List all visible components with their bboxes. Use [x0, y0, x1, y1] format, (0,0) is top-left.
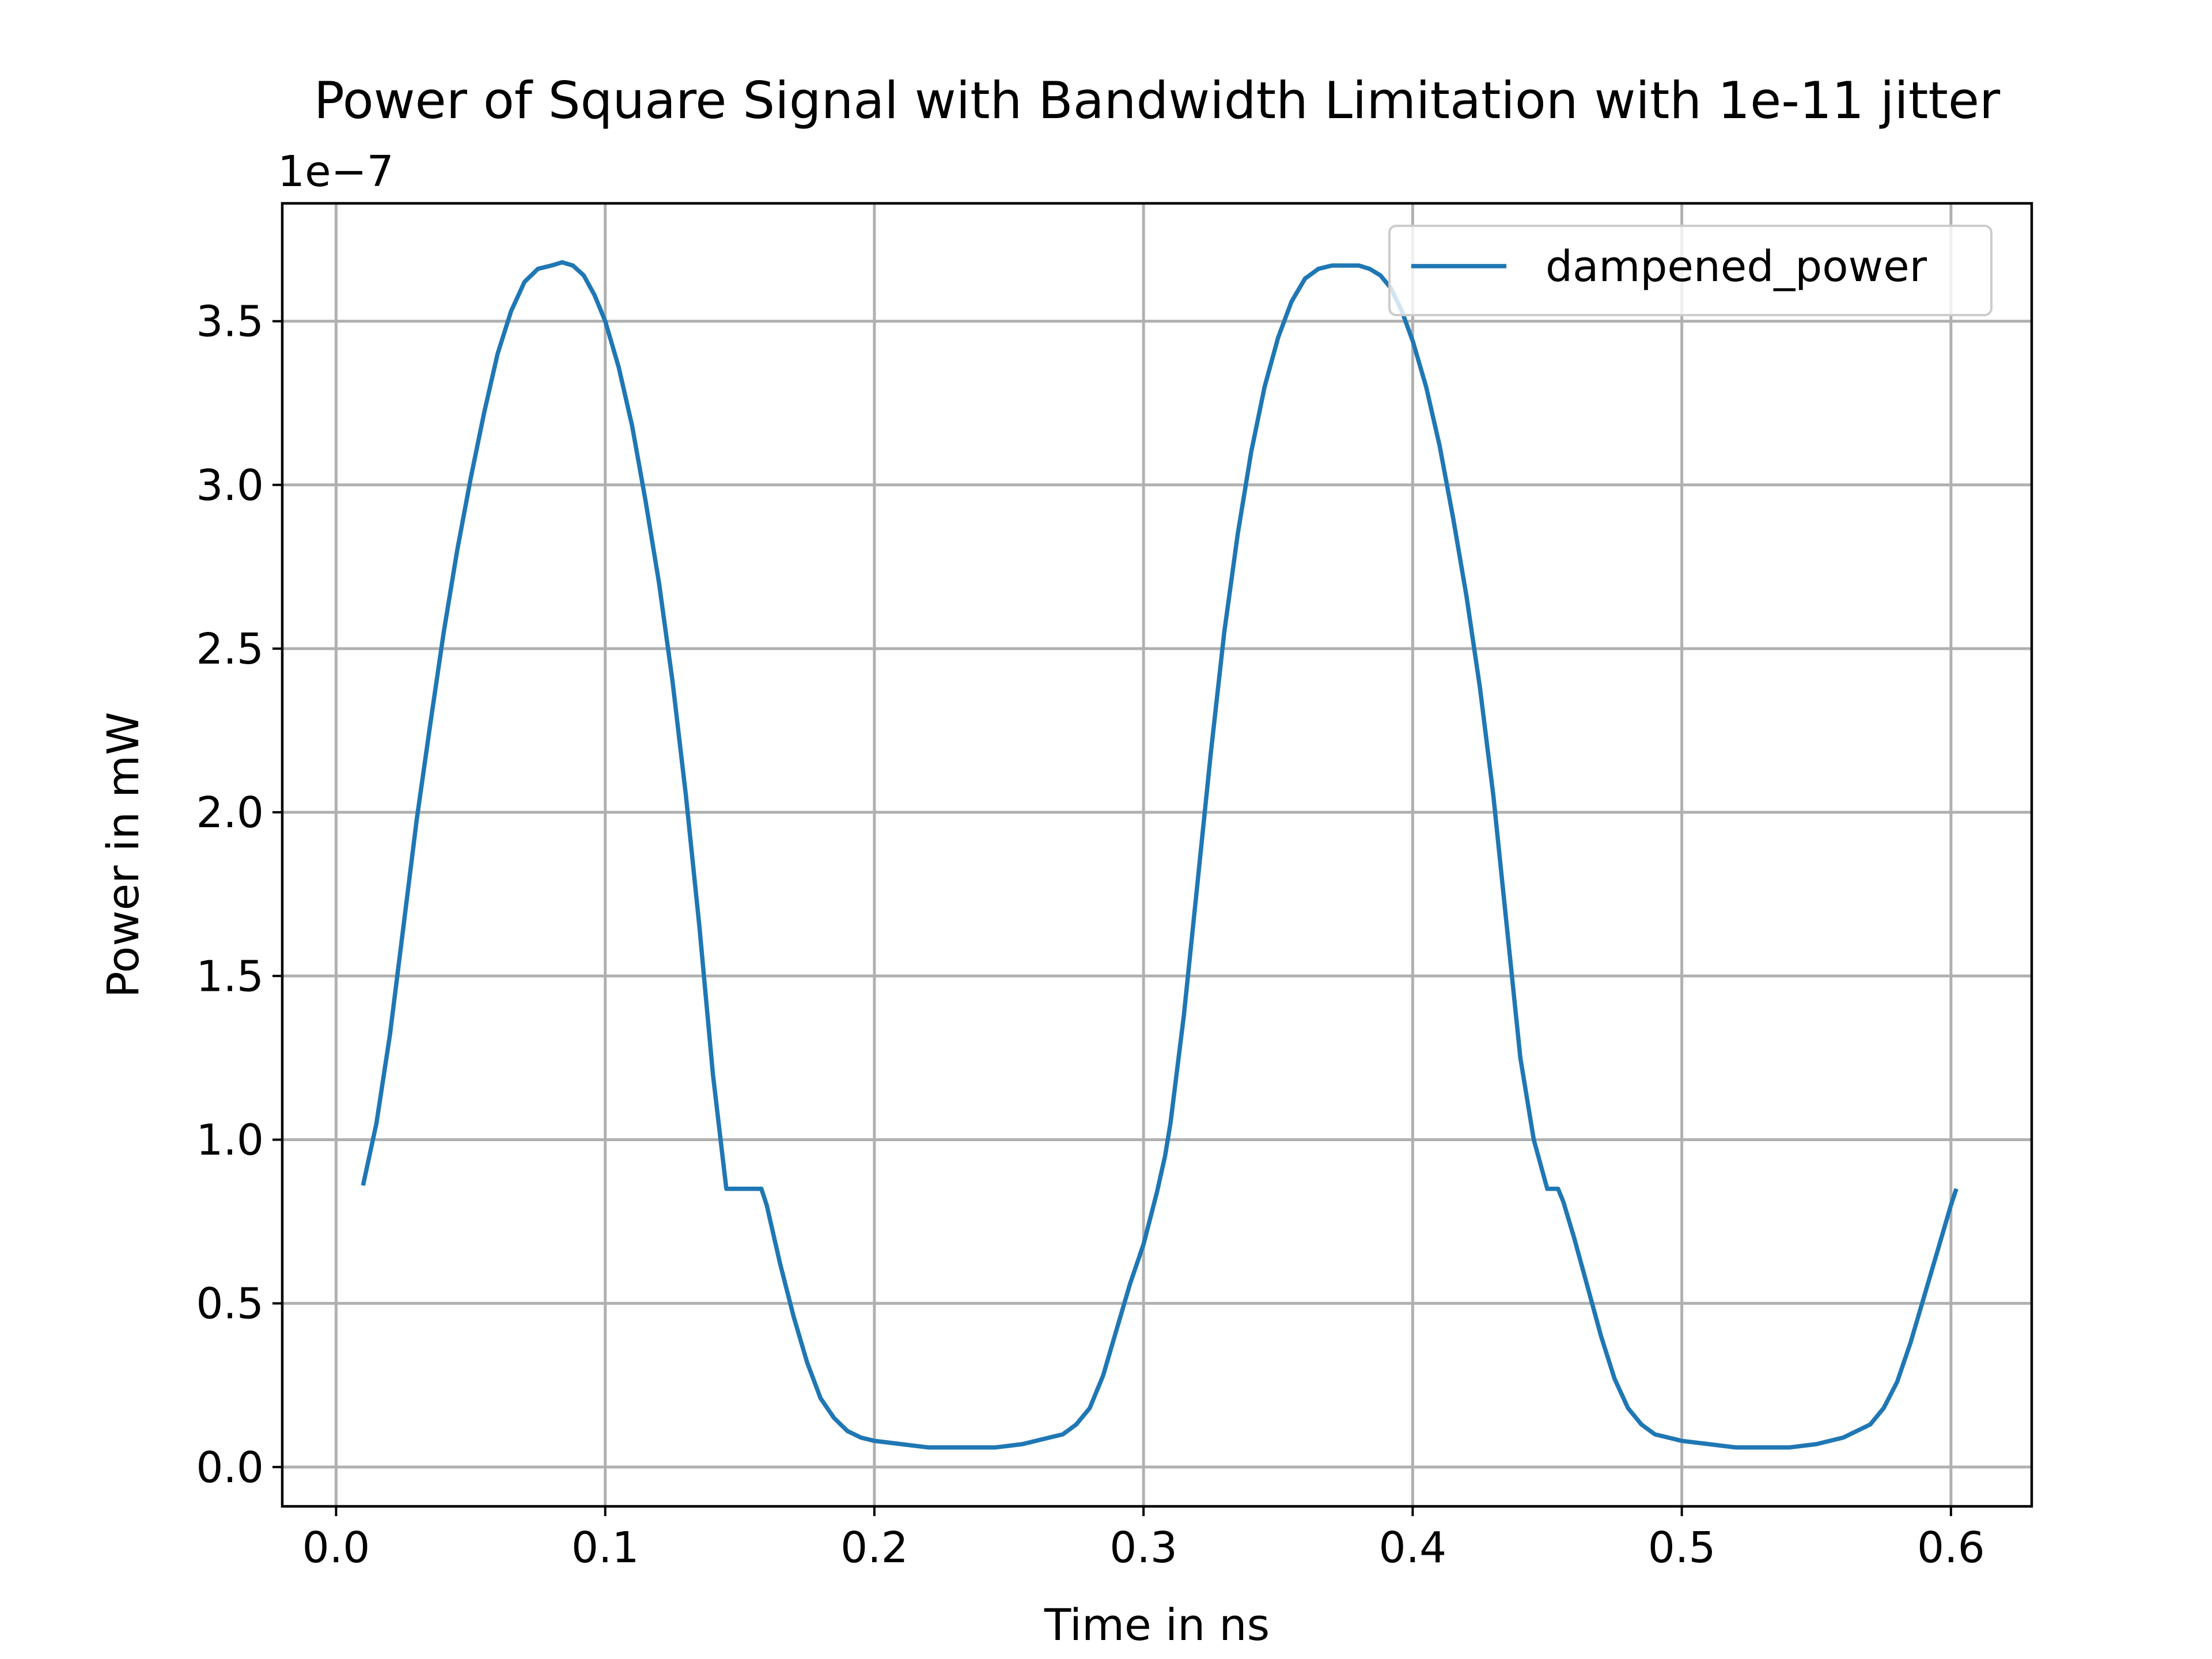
y-tick-label: 3.5 — [196, 297, 264, 347]
axis-ticks: 0.0 0.1 0.2 0.3 0.4 0.5 0.6 0.0 0.5 1.0 1.5 2.0 2.5 3… — [196, 297, 1984, 1573]
x-tick-label: 0.1 — [571, 1523, 639, 1573]
legend-box — [1388, 225, 1993, 316]
legend: dampened_power — [1388, 225, 1993, 316]
x-tick-label: 0.2 — [840, 1523, 908, 1573]
legend-label-dampened-power: dampened_power — [1546, 242, 1927, 291]
y-axis-offset-label: 1e−7 — [278, 147, 394, 196]
x-tick-label: 0.5 — [1648, 1523, 1716, 1573]
x-tick-label: 0.4 — [1379, 1523, 1447, 1573]
y-axis-label: Power in mW — [97, 712, 149, 998]
plot-area — [361, 260, 1959, 1450]
x-tick-label: 0.0 — [302, 1523, 370, 1573]
y-tick-label: 0.0 — [196, 1443, 264, 1493]
y-tick-label: 2.0 — [196, 788, 264, 838]
x-axis-label: Time in ns — [1044, 1599, 1270, 1650]
chart-title: Power of Square Signal with Bandwidth Li… — [314, 71, 2001, 130]
series-line-dampened-power — [361, 260, 1959, 1450]
y-tick-label: 3.0 — [196, 461, 264, 510]
grid — [282, 203, 2032, 1506]
x-tick-label: 0.6 — [1917, 1523, 1985, 1573]
y-tick-label: 0.5 — [196, 1279, 264, 1329]
x-tick-label: 0.3 — [1109, 1523, 1177, 1573]
y-tick-label: 1.5 — [196, 952, 264, 1001]
axes-frame — [281, 202, 2033, 1508]
y-tick-label: 2.5 — [196, 624, 264, 674]
y-tick-label: 1.0 — [196, 1115, 264, 1165]
